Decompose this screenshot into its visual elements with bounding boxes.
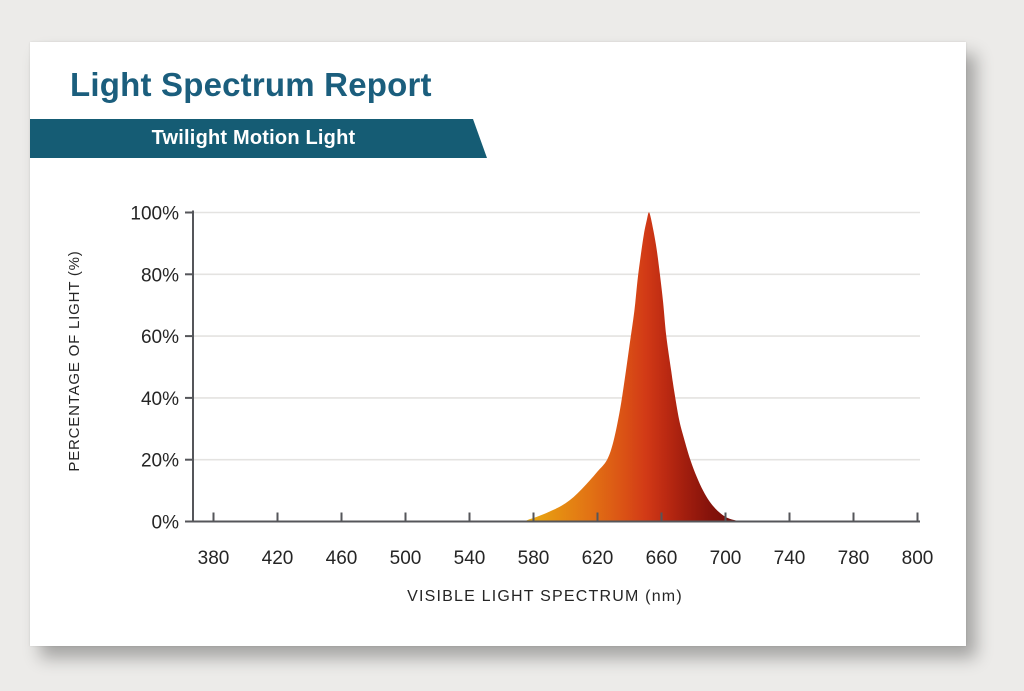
x-tick-label: 660: [646, 548, 678, 569]
x-tick-label: 460: [326, 548, 358, 569]
x-tick-label: 800: [902, 548, 934, 569]
report-card: Light Spectrum Report Twilight Motion Li…: [30, 42, 966, 646]
spectrum-chart: 0% 20% 40% 60% 80% 100% 380 420 460 500 540 580 620 6…: [66, 204, 933, 606]
axis-ticks: [185, 211, 919, 523]
report-title: Light Spectrum Report: [70, 66, 432, 103]
x-tick-label: 620: [582, 548, 614, 569]
y-tick-label: 60%: [141, 327, 179, 348]
x-tick-label: 580: [518, 548, 550, 569]
x-tick-label: 500: [390, 548, 422, 569]
x-tick-label: 780: [838, 548, 870, 569]
x-tick-label: 540: [454, 548, 486, 569]
y-tick-label: 0%: [152, 513, 180, 534]
y-tick-label: 100%: [130, 204, 179, 225]
axes: [192, 210, 920, 523]
product-banner: Twilight Motion Light: [30, 119, 487, 158]
y-tick-label: 80%: [141, 265, 179, 286]
x-axis-title: VISIBLE LIGHT SPECTRUM (nm): [407, 588, 683, 605]
area-series: [523, 212, 742, 522]
y-axis-title: PERCENTAGE OF LIGHT (%): [66, 250, 83, 471]
product-banner-label: Twilight Motion Light: [151, 127, 356, 149]
axis-line: [192, 210, 920, 523]
spectrum-area: [523, 212, 742, 522]
y-tick-label: 40%: [141, 389, 179, 410]
x-tick-label: 420: [262, 548, 294, 569]
x-tick-label: 740: [774, 548, 806, 569]
x-tick-label: 380: [198, 548, 230, 569]
y-tick-label: 20%: [141, 451, 179, 472]
x-tick-label: 700: [710, 548, 742, 569]
tick-labels: 0% 20% 40% 60% 80% 100% 380 420 460 500 540 580 620 6…: [130, 204, 933, 570]
gridlines: [193, 211, 920, 461]
